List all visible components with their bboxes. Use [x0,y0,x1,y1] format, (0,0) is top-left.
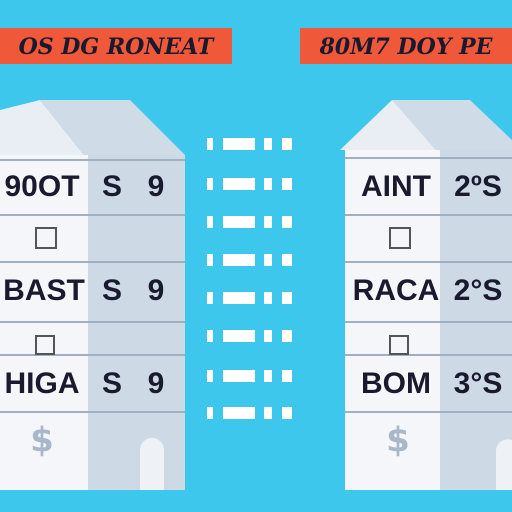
row-value: 9 [148,274,165,307]
row-label: BAST [3,274,85,307]
row-label: RACA [353,274,440,307]
row-symbol: S [102,367,122,400]
row-value: 9 [148,170,165,203]
row-label: BOM [361,367,431,400]
row-symbol: S [102,274,122,307]
left-banner-text: OS DG RONEAT [19,34,215,60]
row-label: HIGA [5,367,80,400]
left-banner [0,28,232,64]
right-banner-text: 80M7 DOY PE [319,34,494,60]
row-value: 3°S [454,367,503,400]
dollar-sign: $ [30,421,54,461]
dash-column [207,138,292,419]
row-value: 2°S [454,274,503,307]
row-symbol: S [102,170,122,203]
row-label: 90OT [4,170,79,203]
row-label: AINT [361,170,431,203]
row-value: 9 [148,367,165,400]
row-value: 2ºS [454,170,502,203]
dollar-sign: $ [386,421,410,461]
left-house [0,100,185,490]
right-house [340,100,512,490]
right-banner [300,28,512,64]
